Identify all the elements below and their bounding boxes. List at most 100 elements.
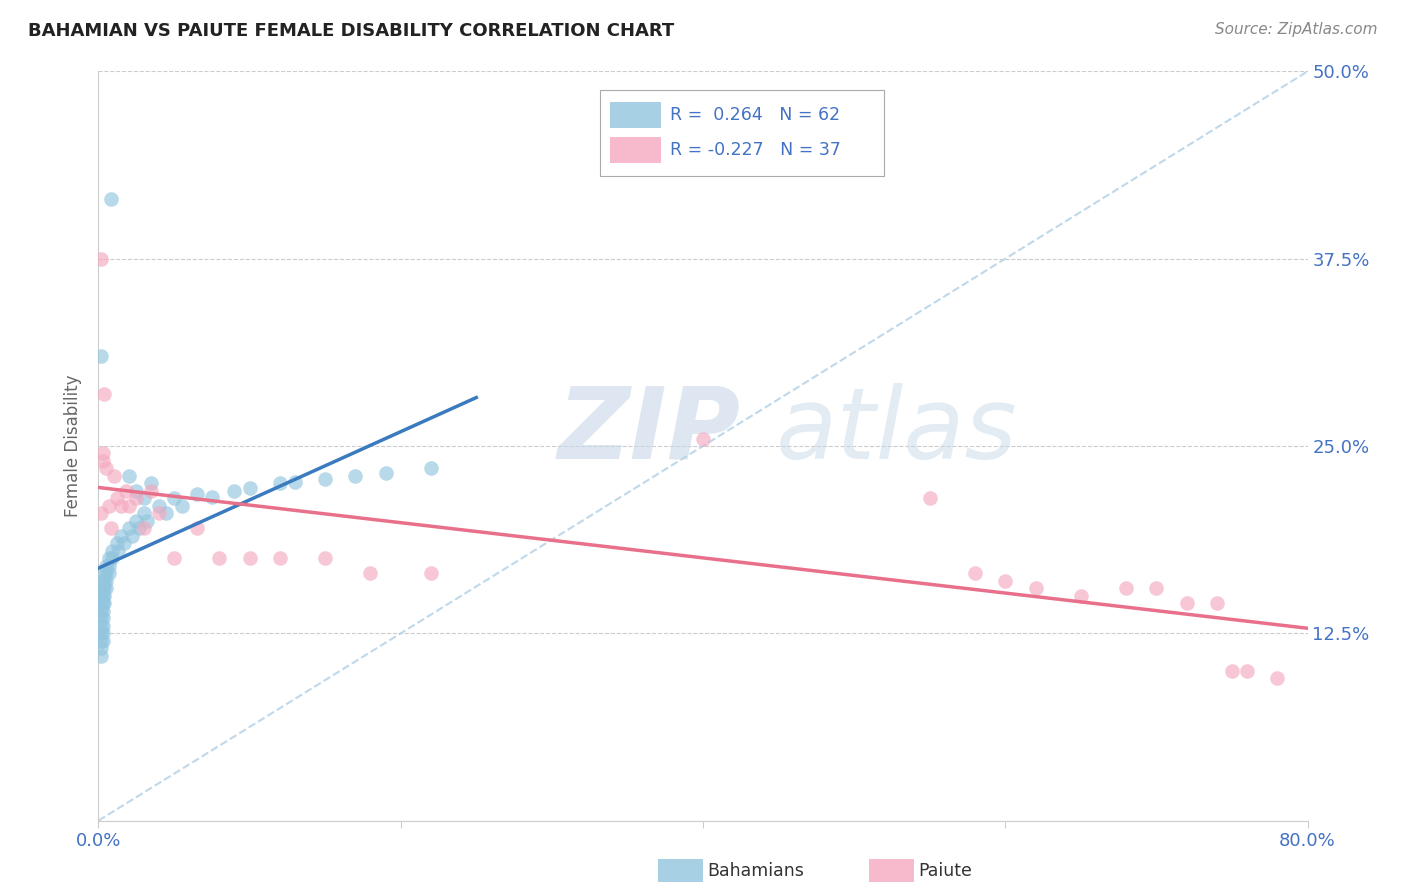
Text: Bahamians: Bahamians — [707, 862, 804, 880]
Point — [91, 582, 114, 596]
Point — [90, 596, 112, 610]
Point — [1267, 671, 1289, 685]
Point — [98, 499, 121, 513]
Point — [128, 521, 150, 535]
Text: BAHAMIAN VS PAIUTE FEMALE DISABILITY CORRELATION CHART: BAHAMIAN VS PAIUTE FEMALE DISABILITY COR… — [28, 22, 675, 40]
Point — [90, 619, 112, 633]
Point — [155, 507, 177, 521]
Point — [90, 507, 112, 521]
Point — [91, 604, 114, 618]
Point — [208, 551, 231, 566]
Point — [135, 514, 157, 528]
Point — [1220, 664, 1243, 678]
Point — [93, 386, 115, 401]
Point — [105, 491, 128, 506]
Text: R =  0.264   N = 62: R = 0.264 N = 62 — [671, 106, 841, 124]
Point — [93, 589, 115, 603]
Text: Paiute: Paiute — [918, 862, 972, 880]
Point — [118, 469, 141, 483]
Point — [105, 536, 128, 550]
FancyBboxPatch shape — [600, 90, 884, 177]
Point — [170, 499, 193, 513]
Point — [344, 469, 367, 483]
Point — [994, 574, 1017, 588]
Point — [90, 648, 112, 663]
Point — [965, 566, 987, 581]
Point — [420, 566, 443, 581]
Point — [110, 529, 132, 543]
Point — [93, 574, 115, 588]
Point — [101, 551, 124, 566]
Point — [110, 499, 132, 513]
Point — [91, 611, 114, 625]
Point — [91, 589, 114, 603]
Point — [90, 641, 112, 656]
Point — [420, 461, 443, 475]
Point — [90, 349, 112, 363]
Point — [94, 558, 117, 573]
Point — [132, 491, 155, 506]
FancyBboxPatch shape — [610, 102, 661, 128]
Point — [1070, 589, 1092, 603]
Point — [94, 566, 117, 581]
Point — [101, 544, 124, 558]
Point — [314, 472, 336, 486]
Point — [132, 521, 155, 535]
Point — [100, 192, 122, 206]
Point — [132, 507, 155, 521]
Point — [118, 499, 141, 513]
Point — [90, 611, 112, 625]
Point — [90, 589, 112, 603]
Point — [239, 551, 262, 566]
Point — [98, 566, 121, 581]
Point — [224, 483, 246, 498]
Point — [91, 633, 114, 648]
Text: R = -0.227   N = 37: R = -0.227 N = 37 — [671, 141, 841, 159]
Y-axis label: Female Disability: Female Disability — [65, 375, 83, 517]
Point — [93, 582, 115, 596]
Point — [112, 536, 135, 550]
Point — [918, 491, 941, 506]
Point — [90, 626, 112, 640]
Point — [91, 596, 114, 610]
Point — [692, 432, 714, 446]
Point — [90, 604, 112, 618]
Text: Source: ZipAtlas.com: Source: ZipAtlas.com — [1215, 22, 1378, 37]
Text: ZIP: ZIP — [558, 383, 741, 480]
Point — [125, 491, 148, 506]
Point — [374, 466, 396, 480]
Point — [1206, 596, 1229, 610]
Point — [103, 469, 125, 483]
Point — [186, 487, 208, 501]
Point — [107, 544, 129, 558]
Point — [91, 619, 114, 633]
Point — [90, 252, 112, 266]
Point — [1115, 582, 1137, 596]
FancyBboxPatch shape — [610, 137, 661, 162]
Point — [269, 551, 291, 566]
Point — [91, 454, 114, 468]
Point — [148, 507, 170, 521]
Point — [94, 461, 117, 475]
Point — [360, 566, 382, 581]
Point — [93, 566, 115, 581]
Point — [201, 490, 224, 504]
Point — [94, 574, 117, 588]
Point — [125, 514, 148, 528]
Point — [121, 529, 143, 543]
Point — [163, 551, 186, 566]
Point — [125, 483, 148, 498]
Point — [163, 491, 186, 506]
Point — [98, 551, 121, 566]
Point — [91, 626, 114, 640]
Point — [186, 521, 208, 535]
Point — [239, 481, 262, 495]
Point — [1144, 582, 1167, 596]
Point — [114, 483, 136, 498]
Point — [1024, 582, 1046, 596]
Point — [284, 475, 307, 489]
Point — [1236, 664, 1258, 678]
Point — [98, 558, 121, 573]
Point — [141, 483, 163, 498]
Point — [90, 582, 112, 596]
